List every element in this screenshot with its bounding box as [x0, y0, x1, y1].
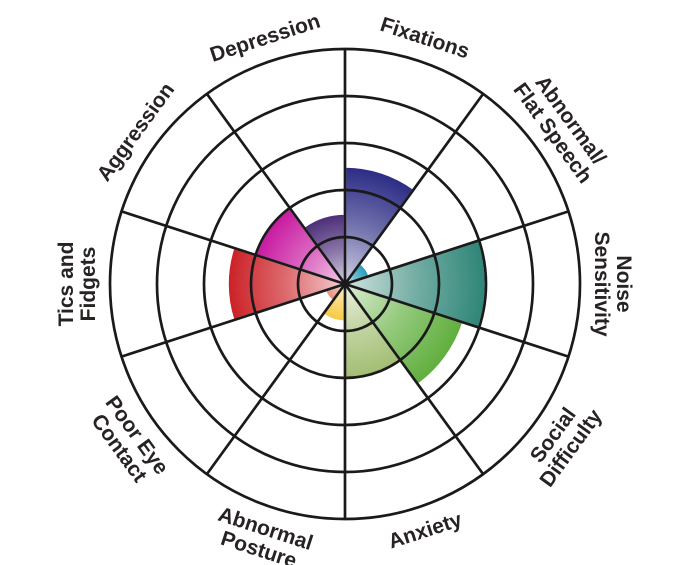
- label-line: Sensitivity: [590, 231, 613, 336]
- grid-spoke-216: [205, 283, 347, 475]
- wedge-fixations: [343, 165, 416, 286]
- wedge-tics-and-fidgets: [226, 246, 347, 322]
- label-line: Depression: [207, 10, 323, 67]
- label-noise-sensitivity: NoiseSensitivity: [590, 231, 635, 336]
- wedge-social-difficulty: [343, 282, 465, 387]
- grid-spoke-36: [343, 93, 485, 285]
- label-poor-eye-contact: Poor EyeContact: [83, 392, 173, 492]
- label-line: Anxiety: [386, 508, 466, 553]
- label-line: Fidgets: [77, 247, 100, 322]
- grid-spoke-72: [344, 210, 569, 286]
- grid-spoke-288: [121, 210, 346, 286]
- grid-spoke-108: [344, 282, 569, 358]
- label-social-difficulty: SocialDifficulty: [518, 392, 607, 491]
- label-tics-and-fidgets: Tics andFidgets: [55, 242, 100, 327]
- label-depression: Depression: [207, 10, 323, 67]
- label-abnormal-posture: AbnormalPosture: [208, 503, 315, 565]
- wedges-layer: [226, 165, 488, 387]
- grid-spoke-144: [343, 283, 485, 475]
- label-abnormal-flat-speech: Abnormal/Flat Speech: [509, 66, 615, 188]
- label-line: Noise: [612, 255, 635, 312]
- label-fixations: Fixations: [377, 13, 472, 63]
- label-line: Fixations: [377, 13, 472, 63]
- grid-layer: [108, 47, 582, 521]
- grid-spoke-324: [205, 93, 347, 285]
- grid-spoke-252: [121, 282, 346, 358]
- label-line: Tics and: [55, 242, 78, 327]
- label-anxiety: Anxiety: [386, 508, 466, 553]
